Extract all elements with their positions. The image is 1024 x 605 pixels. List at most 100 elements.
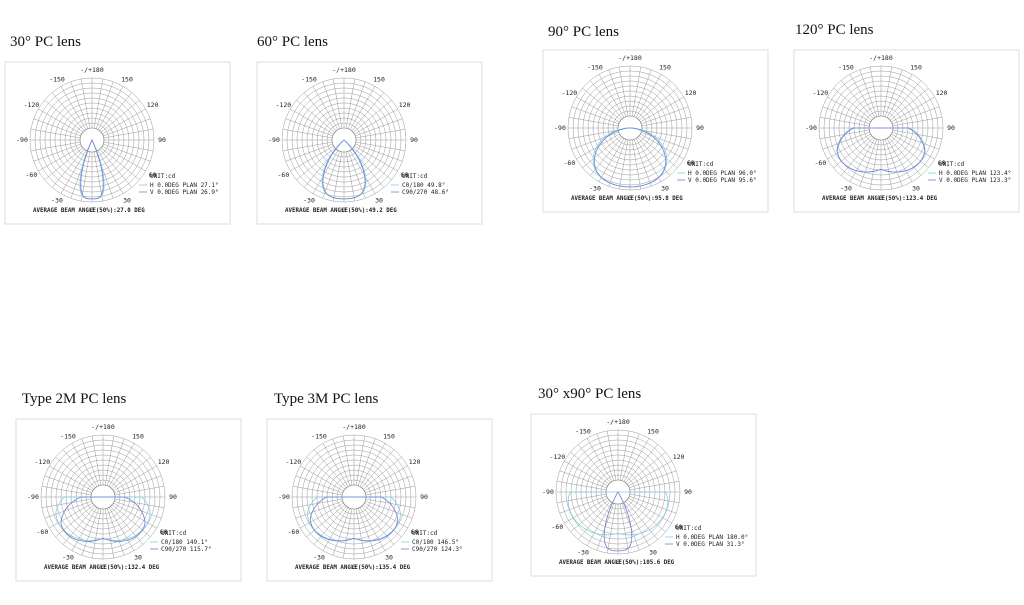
grid-spoke	[618, 66, 629, 117]
angle-label: 30	[123, 197, 131, 205]
angle-label: 90	[158, 136, 166, 144]
angle-label: -60	[564, 159, 576, 167]
legend-entry: C0/180 49.8°	[402, 182, 445, 189]
angle-label: 90	[684, 488, 692, 496]
grid-spoke	[633, 69, 652, 117]
angle-label: -/+180	[80, 66, 104, 74]
grid-spoke	[619, 430, 630, 481]
polar-chart: -/+180 150 120 90 60 30 0 -30 -60 -90 -120 -150 UNIT…	[793, 49, 1020, 213]
grid-spoke	[888, 80, 922, 119]
angle-label: 30	[134, 554, 142, 562]
angle-label: 30	[912, 185, 920, 193]
grid-spoke	[290, 108, 334, 135]
grid-spoke	[355, 141, 406, 152]
grid-spoke	[62, 506, 96, 545]
grid-spoke	[322, 151, 341, 199]
grid-spoke	[62, 449, 96, 488]
angle-label: -120	[550, 453, 566, 461]
grid-spoke	[49, 465, 93, 492]
grid-spoke	[285, 143, 333, 162]
grid-spoke	[577, 501, 611, 540]
grid-spoke	[556, 493, 607, 504]
grid-spoke	[568, 129, 619, 140]
grid-spoke	[621, 433, 640, 481]
grid-spoke	[312, 150, 339, 194]
angle-label: -150	[311, 432, 327, 440]
grid-spoke	[355, 128, 406, 139]
angle-label: 0	[342, 206, 346, 214]
angle-label: -/+180	[332, 66, 356, 74]
grid-spoke	[869, 139, 880, 190]
angle-label: 150	[132, 432, 144, 440]
angle-label: -30	[51, 197, 63, 205]
grid-spoke	[576, 96, 620, 123]
grid-spoke	[93, 151, 104, 202]
grid-spoke	[859, 69, 878, 117]
grid-spoke	[564, 460, 608, 487]
angle-label: 150	[659, 63, 671, 71]
grid-spoke	[625, 501, 659, 540]
unit-label: UNIT:cd	[412, 530, 438, 537]
grid-spoke	[51, 149, 85, 188]
grid-spoke	[353, 147, 392, 181]
average-beam-angle: AVERAGE BEAM ANGLE(50%):123.4 DEG	[822, 196, 938, 202]
grid-spoke	[559, 470, 607, 489]
grid-spoke	[113, 502, 157, 529]
unit-label: UNIT:cd	[676, 525, 702, 532]
grid-spoke	[361, 506, 395, 545]
angle-label: -60	[26, 171, 38, 179]
grid-spoke	[892, 131, 940, 150]
angle-label: -150	[301, 75, 317, 83]
intensity-curve	[593, 127, 667, 188]
angle-label: -120	[562, 89, 578, 97]
grid-spoke	[70, 81, 89, 129]
angle-label: -150	[587, 63, 603, 71]
grid-spoke	[635, 74, 662, 118]
grid-spoke	[641, 106, 689, 125]
legend-entry: V 0.0DEG PLAN 95.6°	[688, 177, 757, 184]
grid-spoke	[570, 499, 609, 533]
grid-spoke	[882, 66, 893, 117]
grid-spoke	[103, 118, 151, 137]
angle-label: -120	[35, 458, 51, 466]
angle-label: -/+180	[342, 423, 366, 431]
grid-spoke	[342, 508, 353, 559]
grid-spoke	[355, 118, 403, 137]
grid-spoke	[38, 145, 82, 172]
intensity-curve	[80, 138, 104, 200]
angle-label: 120	[147, 101, 159, 109]
grid-spoke	[300, 465, 344, 492]
polar-chart: -/+180 150 120 90 60 30 0 -30 -60 -90 -120 -150 UNIT…	[266, 418, 493, 582]
grid-spoke	[363, 504, 402, 538]
angle-label: 120	[158, 458, 170, 466]
grid-spoke	[640, 133, 684, 160]
grid-spoke	[631, 139, 642, 190]
angle-label: -150	[49, 75, 65, 83]
grid-spoke	[353, 99, 392, 133]
angle-label: 90	[947, 124, 955, 132]
grid-spoke	[282, 141, 333, 152]
chart-frame	[4, 61, 231, 225]
average-beam-angle: AVERAGE BEAM ANGLE(50%):95.8 DEG	[571, 196, 683, 202]
grid-spoke	[596, 433, 615, 481]
average-beam-angle: AVERAGE BEAM ANGLE(50%):132.4 DEG	[44, 565, 160, 571]
average-beam-angle: AVERAGE BEAM ANGLE(50%):105.6 DEG	[559, 560, 675, 566]
grid-spoke	[559, 495, 607, 514]
grid-spoke	[364, 465, 408, 492]
grid-spoke	[51, 92, 85, 131]
grid-spoke	[633, 139, 652, 187]
angle-label: -/+180	[91, 423, 115, 431]
grid-spoke	[625, 444, 659, 483]
grid-spoke	[641, 131, 689, 150]
grid-spoke	[351, 92, 385, 131]
grid-spoke	[104, 508, 115, 559]
grid-spoke	[332, 78, 343, 129]
intensity-curve	[603, 491, 633, 552]
grid-spoke	[91, 435, 102, 486]
grid-spoke	[635, 138, 662, 182]
angle-label: 120	[399, 101, 411, 109]
panel-title: 30° PC lens	[10, 34, 81, 50]
grid-spoke	[71, 443, 98, 487]
grid-spoke	[608, 139, 627, 187]
